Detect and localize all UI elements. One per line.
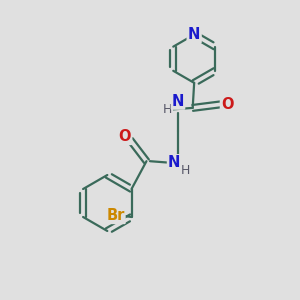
Text: O: O [119,129,131,144]
Text: H: H [181,164,190,177]
Text: Br: Br [106,208,124,223]
Text: N: N [188,27,200,42]
Text: N: N [168,155,180,170]
Text: O: O [221,97,233,112]
Text: H: H [163,103,172,116]
Text: N: N [172,94,184,109]
